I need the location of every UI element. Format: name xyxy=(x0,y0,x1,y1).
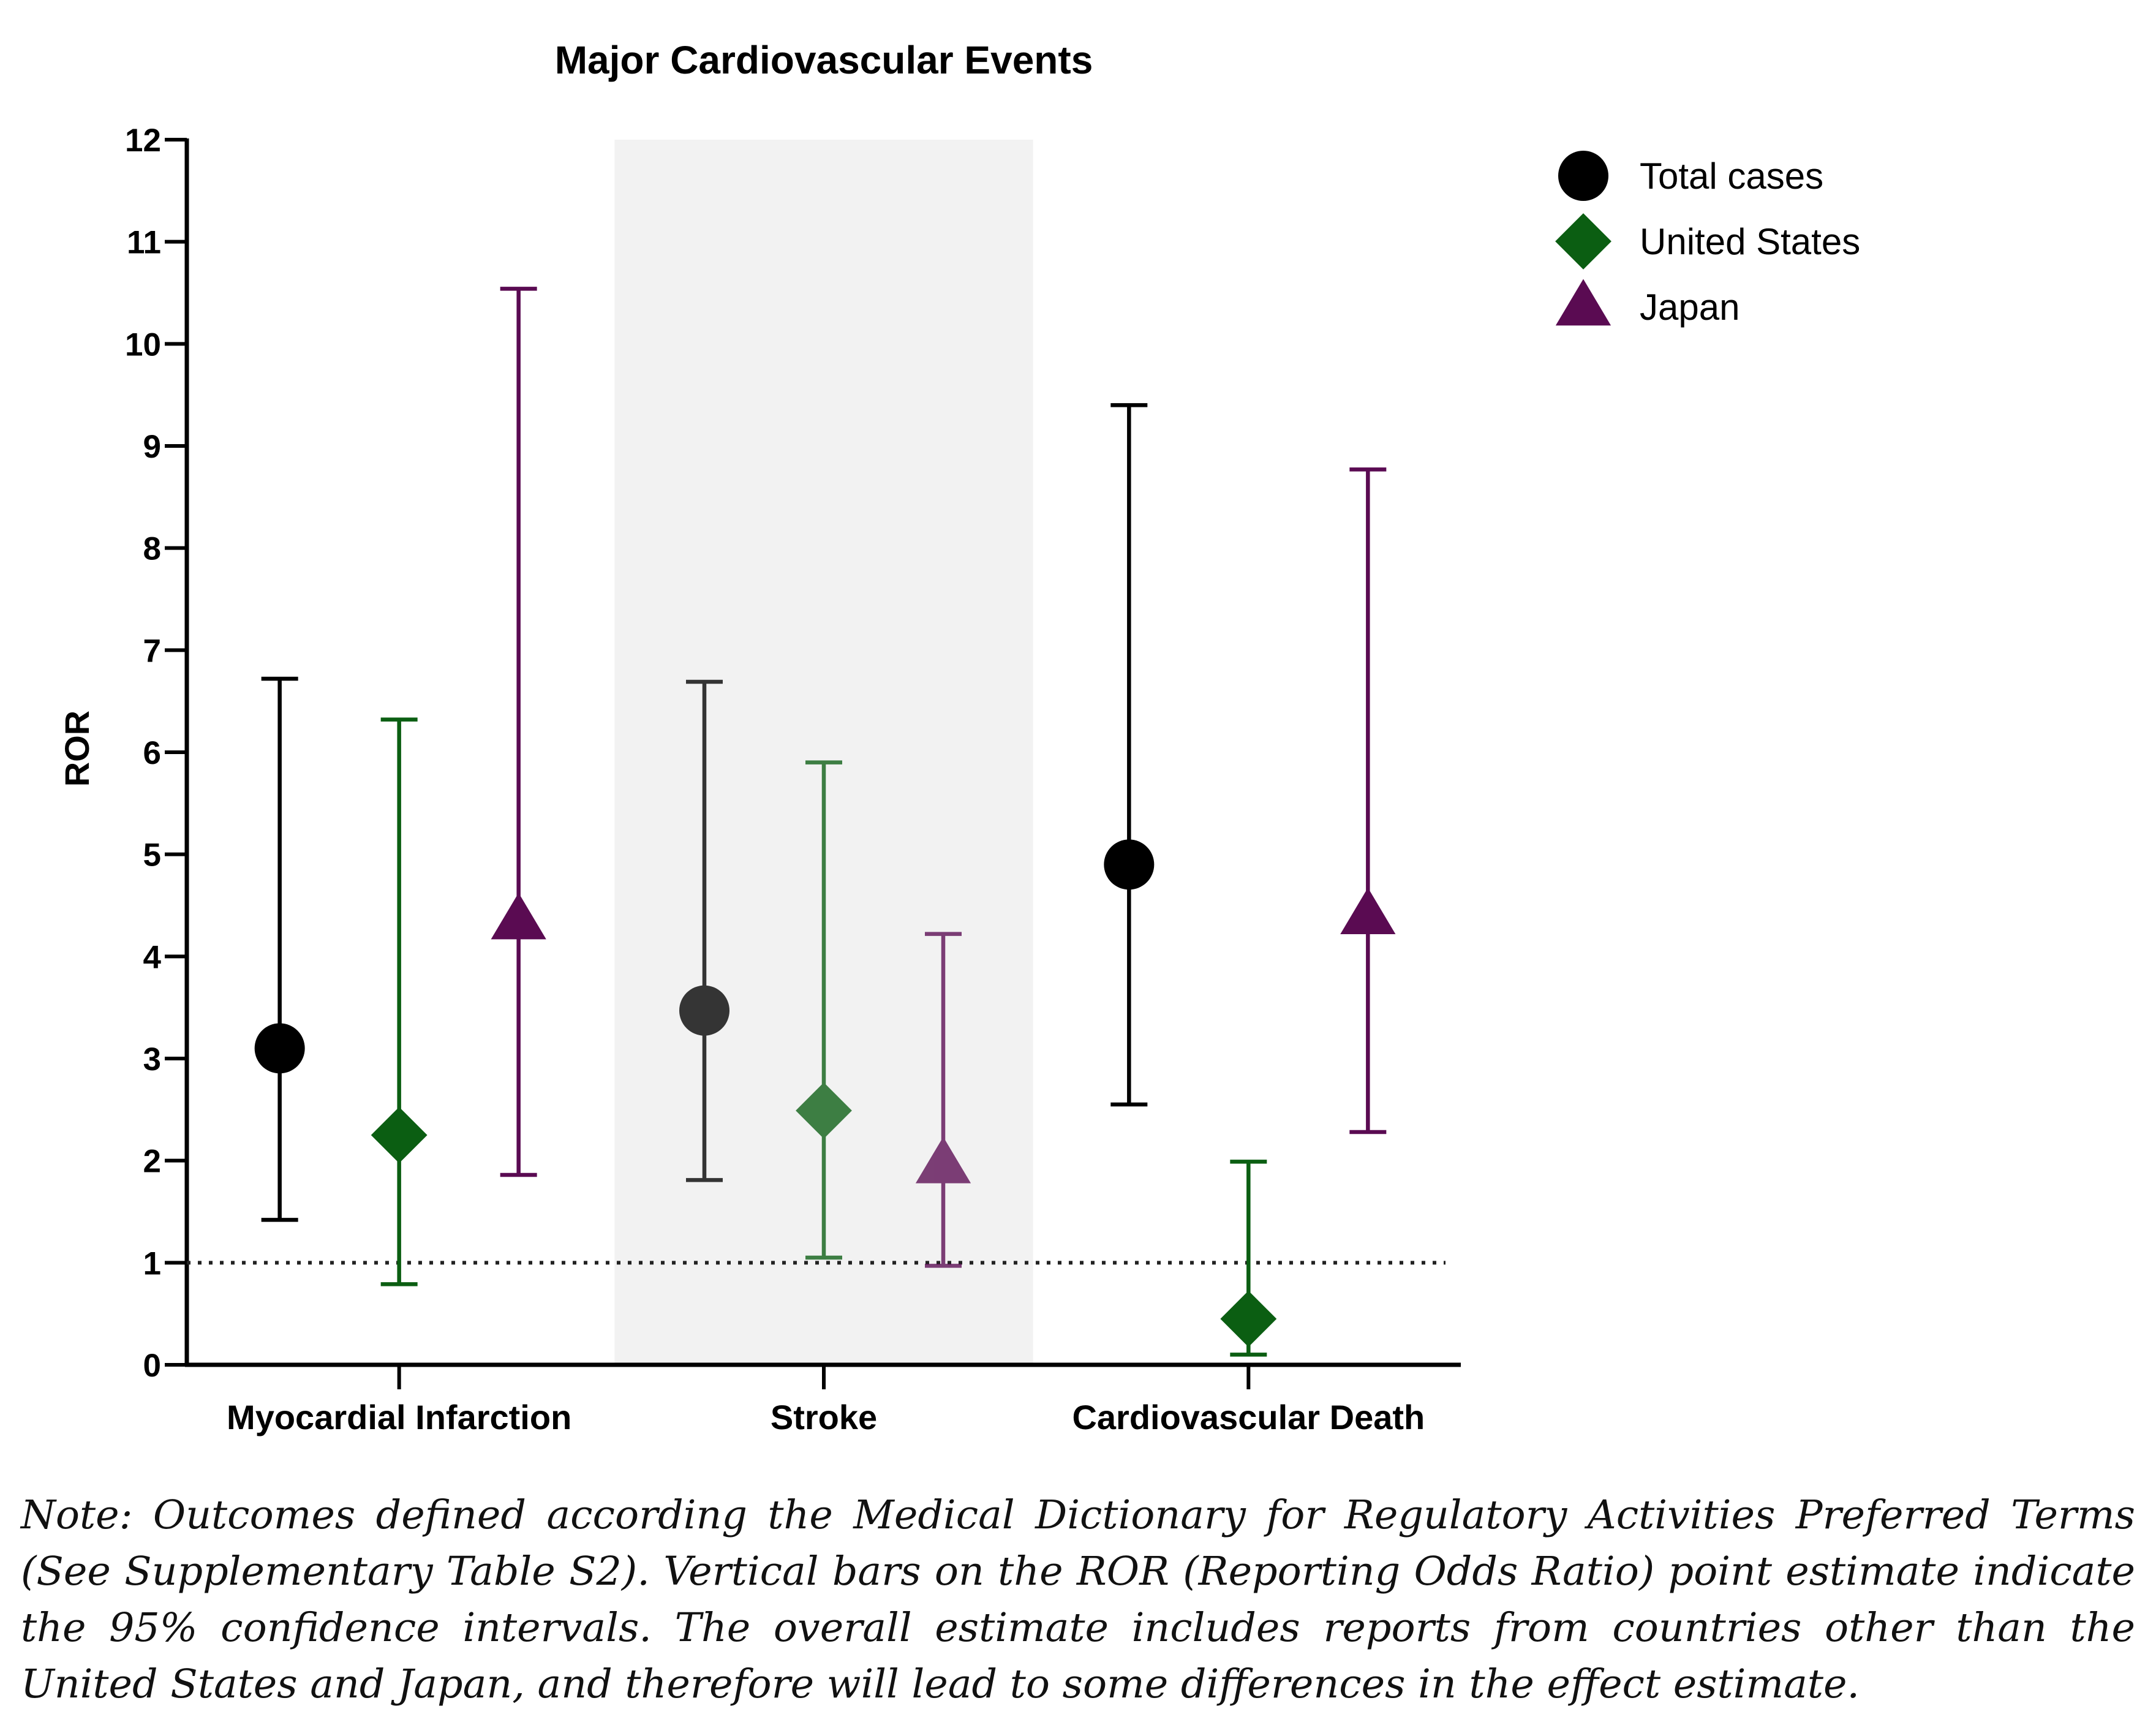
x-tick-label-myocardial-infarction: Myocardial Infarction xyxy=(227,1398,571,1436)
marker-circle xyxy=(1104,839,1155,890)
point-united-states-stroke xyxy=(796,760,852,1260)
point-united-states-cardiovascular-death xyxy=(1220,1160,1277,1357)
marker-triangle xyxy=(1340,888,1396,935)
y-tick-label: 1 xyxy=(143,1245,161,1281)
marker-circle xyxy=(679,985,729,1036)
legend-marker-triangle xyxy=(1555,279,1611,326)
legend-item-total-cases: Total cases xyxy=(1558,151,1823,201)
marker-diamond xyxy=(1220,1291,1277,1347)
legend-label: United States xyxy=(1640,221,1860,262)
marker-diamond xyxy=(371,1107,428,1163)
y-axis-label: ROR xyxy=(58,711,96,787)
y-tick-label: 7 xyxy=(143,633,161,669)
marker-diamond xyxy=(796,1082,852,1139)
legend-label: Japan xyxy=(1640,287,1740,328)
y-tick-label: 4 xyxy=(143,939,162,975)
y-tick-label: 8 xyxy=(143,531,161,567)
y-tick-label: 9 xyxy=(143,429,161,465)
point-total-cases-stroke xyxy=(679,679,729,1182)
y-tick-label: 5 xyxy=(143,837,161,874)
point-total-cases-myocardial-infarction xyxy=(254,676,305,1222)
y-tick-label: 0 xyxy=(143,1348,161,1384)
y-tick-label: 6 xyxy=(143,735,161,771)
marker-triangle xyxy=(915,1136,971,1183)
point-united-states-myocardial-infarction xyxy=(371,717,428,1286)
point-japan-cardiovascular-death xyxy=(1340,467,1396,1134)
marker-triangle xyxy=(491,893,546,940)
y-tick-label: 12 xyxy=(125,123,161,159)
point-japan-myocardial-infarction xyxy=(491,287,546,1177)
y-tick-label: 2 xyxy=(143,1144,161,1180)
legend-item-united-states: United States xyxy=(1555,213,1860,270)
point-total-cases-cardiovascular-death xyxy=(1104,403,1155,1107)
y-tick-label: 3 xyxy=(143,1041,161,1078)
legend-marker-circle xyxy=(1558,151,1608,201)
series-united-states xyxy=(371,717,1277,1357)
series-japan xyxy=(491,287,1396,1268)
x-tick-label-stroke: Stroke xyxy=(771,1398,877,1436)
legend-label: Total cases xyxy=(1640,156,1823,197)
marker-circle xyxy=(254,1023,305,1074)
legend-marker-diamond xyxy=(1555,213,1611,270)
legend-item-japan: Japan xyxy=(1555,279,1740,328)
chart-title: Major Cardiovascular Events xyxy=(555,38,1093,82)
y-tick-label: 11 xyxy=(127,225,161,261)
figure-note: Note: Outcomes defined according the Med… xyxy=(21,1492,2135,1707)
y-tick-label: 10 xyxy=(125,327,161,363)
point-japan-stroke xyxy=(915,932,971,1268)
series-total-cases xyxy=(254,403,1155,1222)
x-tick-label-cardiovascular-death: Cardiovascular Death xyxy=(1072,1398,1425,1436)
